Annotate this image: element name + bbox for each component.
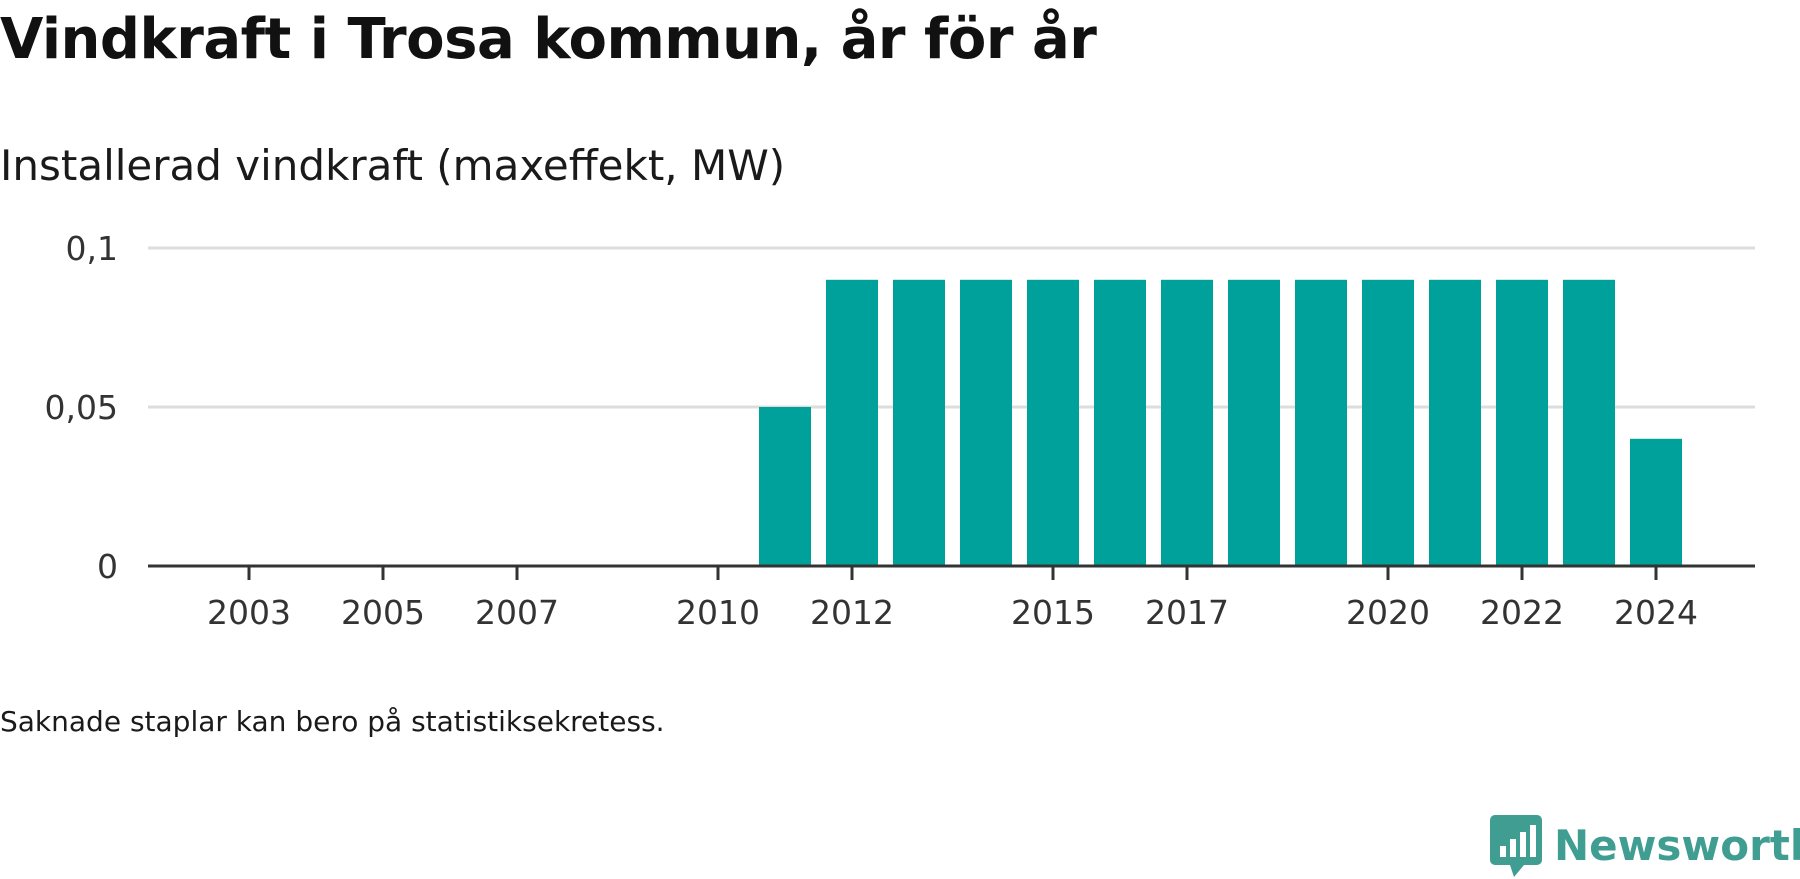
bar [1027, 279, 1079, 566]
y-tick-label: 0,05 [45, 388, 118, 427]
x-tick-label: 2010 [676, 593, 760, 632]
bar [1228, 279, 1280, 566]
x-tick-label: 2007 [475, 593, 559, 632]
x-tick-label: 2024 [1614, 593, 1698, 632]
bar [826, 279, 878, 566]
bars [759, 279, 1682, 566]
footnote: Saknade staplar kan bero på statistiksek… [0, 705, 665, 738]
bar [1429, 279, 1481, 566]
bar [1362, 279, 1414, 566]
brand-name: Newsworthy [1554, 821, 1800, 870]
x-tick-label: 2022 [1480, 593, 1564, 632]
x-tick-label: 2017 [1145, 593, 1229, 632]
chart-title: Vindkraft i Trosa kommun, år för år [0, 7, 1097, 72]
axes [148, 564, 1755, 580]
newsworthy-brand[interactable]: Newsworthy [1490, 815, 1800, 877]
x-tick-label: 2012 [810, 593, 894, 632]
bar [960, 279, 1012, 566]
bar [1161, 279, 1213, 566]
x-tick-label: 2003 [207, 593, 291, 632]
bar [1496, 279, 1548, 566]
bar [1630, 438, 1682, 566]
x-tick-label: 2015 [1011, 593, 1095, 632]
bar [1563, 279, 1615, 566]
x-tick-label: 2020 [1346, 593, 1430, 632]
x-tick-label: 2005 [341, 593, 425, 632]
y-tick-label: 0,1 [66, 229, 118, 268]
bar-chart: 0 0,05 0,1 2003 2005 2007 2010 2012 2015 2017 2020… [45, 229, 1755, 632]
tick-labels: 0 0,05 0,1 2003 2005 2007 2010 2012 2015 2017 2020… [45, 229, 1698, 632]
bar [1295, 279, 1347, 566]
newsworthy-logo-icon [1490, 815, 1542, 877]
gridlines [148, 246, 1755, 409]
bar [1094, 279, 1146, 566]
bar [893, 279, 945, 566]
chart-subtitle: Installerad vindkraft (maxeffekt, MW) [0, 141, 786, 190]
bar [759, 407, 811, 566]
y-tick-label: 0 [97, 547, 118, 586]
